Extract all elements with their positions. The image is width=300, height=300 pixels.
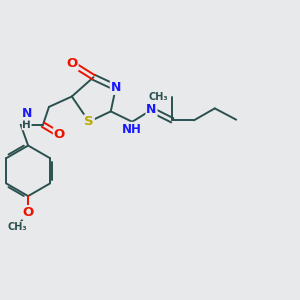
Text: O: O [22,206,34,219]
Text: H: H [22,120,31,130]
Text: N: N [111,81,121,94]
Text: S: S [84,115,94,128]
Text: CH₃: CH₃ [7,222,27,232]
Text: O: O [67,57,78,70]
Text: O: O [54,128,65,141]
Text: N: N [146,103,157,116]
Text: N: N [22,107,32,120]
Text: NH: NH [122,123,142,136]
Text: CH₃: CH₃ [148,92,168,101]
